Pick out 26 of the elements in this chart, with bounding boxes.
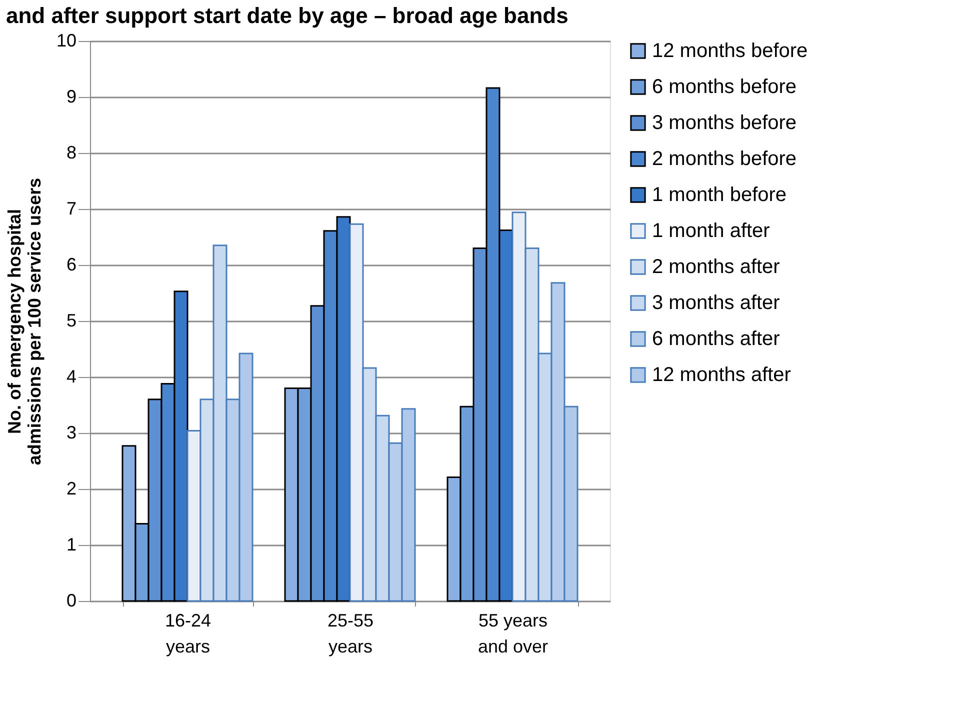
legend-label: 6 months after (652, 328, 780, 350)
y-tick-label: 6 (66, 254, 76, 274)
legend-label: 3 months after (652, 292, 780, 314)
legend-label: 2 months after (652, 256, 780, 278)
x-tick-label: 25-55 years (327, 610, 374, 656)
y-tick-label: 9 (66, 86, 76, 106)
y-axis-title: No. of emergency hospital admissions per 100 service users (4, 178, 44, 466)
legend-label: 2 months before (652, 148, 797, 170)
y-tick-label: 10 (56, 30, 76, 50)
legend-label: 12 months after (652, 364, 792, 386)
legend-label: 12 months before (652, 40, 808, 62)
legend-label: 6 months before (652, 76, 797, 98)
x-tick-label: 55 years and over (478, 610, 548, 656)
legend-label: 3 months before (652, 112, 797, 134)
y-tick-label: 2 (66, 478, 76, 498)
x-tick-label: 16-24 years (164, 610, 212, 656)
y-tick-label: 1 (66, 534, 76, 554)
y-tick-label: 3 (66, 422, 76, 442)
y-tick-label: 5 (66, 310, 76, 330)
legend-label: 1 month after (652, 220, 770, 242)
y-tick-label: 7 (66, 198, 76, 218)
chart-title: and after support start date by age – broad age bands (6, 3, 568, 28)
y-tick-label: 8 (66, 142, 76, 162)
y-tick-label: 4 (66, 366, 76, 386)
y-tick-label: 0 (66, 590, 76, 610)
legend-label: 1 month before (652, 184, 787, 206)
